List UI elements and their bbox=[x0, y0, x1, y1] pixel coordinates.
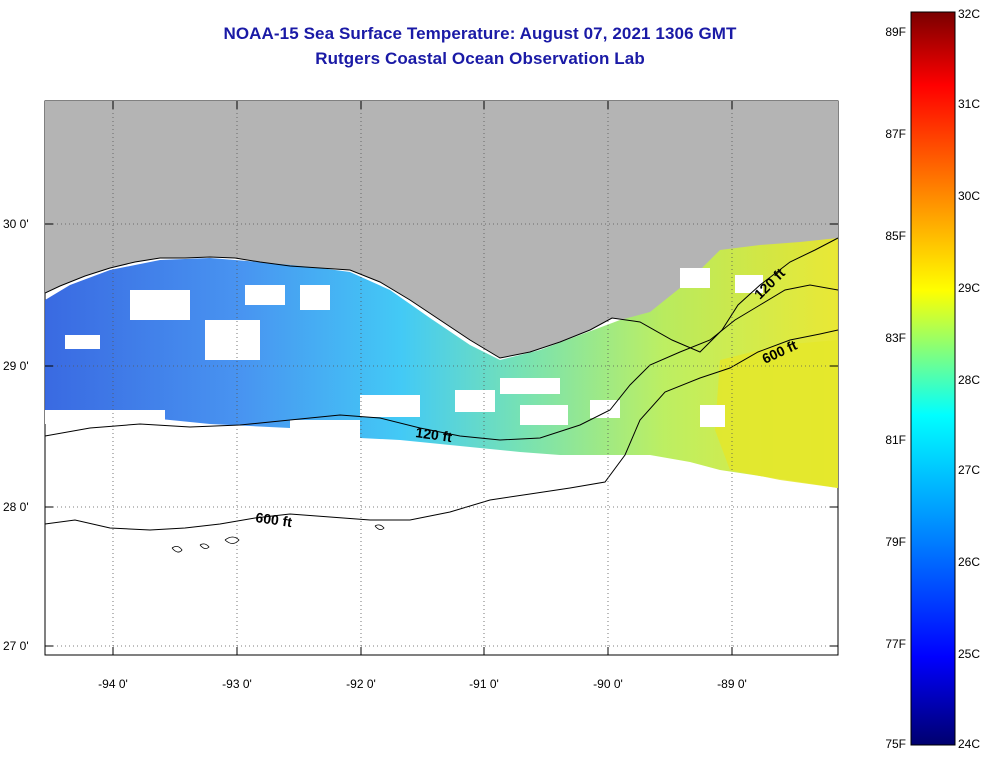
lat-label-29: 29 0' bbox=[3, 359, 29, 373]
warm-patch bbox=[715, 340, 838, 488]
seafloor-knolls bbox=[171, 524, 385, 553]
contour-600ft bbox=[45, 329, 838, 531]
cb-label-29c: 29C bbox=[958, 281, 980, 295]
contour-label-600ft-west: 600 ft bbox=[255, 509, 294, 530]
cb-label-31c: 31C bbox=[958, 97, 980, 111]
cb-label-89f: 89F bbox=[885, 25, 906, 39]
lon-label-91: -91 0' bbox=[469, 677, 499, 691]
cb-label-32c: 32C bbox=[958, 7, 980, 21]
cb-label-75f: 75F bbox=[885, 737, 906, 751]
cb-label-30c: 30C bbox=[958, 189, 980, 203]
lon-label-92: -92 0' bbox=[346, 677, 376, 691]
colorbar-fahrenheit-labels: 89F 87F 85F 83F 81F 79F 77F 75F bbox=[885, 25, 906, 751]
cb-label-24c: 24C bbox=[958, 737, 980, 751]
graticule bbox=[45, 101, 838, 655]
cloud-gaps bbox=[45, 268, 763, 438]
lat-label-28: 28 0' bbox=[3, 500, 29, 514]
cb-label-87f: 87F bbox=[885, 127, 906, 141]
cb-label-77f: 77F bbox=[885, 637, 906, 651]
lon-label-90: -90 0' bbox=[593, 677, 623, 691]
cb-label-25c: 25C bbox=[958, 647, 980, 661]
colorbar-celsius-labels: 32C 31C 30C 29C 28C 27C 26C 25C 24C bbox=[958, 7, 980, 751]
sst-coverage bbox=[45, 238, 838, 488]
cb-label-81f: 81F bbox=[885, 433, 906, 447]
axis-ticks bbox=[45, 101, 838, 655]
cb-label-28c: 28C bbox=[958, 373, 980, 387]
lat-label-30: 30 0' bbox=[3, 217, 29, 231]
map-subtitle: Rutgers Coastal Ocean Observation Lab bbox=[315, 49, 645, 68]
cb-label-85f: 85F bbox=[885, 229, 906, 243]
cb-label-26c: 26C bbox=[958, 555, 980, 569]
cb-label-83f: 83F bbox=[885, 331, 906, 345]
contour-120ft bbox=[45, 284, 838, 441]
cb-label-27c: 27C bbox=[958, 463, 980, 477]
lat-label-27: 27 0' bbox=[3, 639, 29, 653]
lon-label-93: -93 0' bbox=[222, 677, 252, 691]
cb-label-79f: 79F bbox=[885, 535, 906, 549]
colorbar bbox=[910, 11, 956, 746]
map-title: NOAA-15 Sea Surface Temperature: August … bbox=[223, 24, 737, 43]
land-mass bbox=[45, 101, 838, 358]
contour-label-120ft-south: 120 ft bbox=[415, 424, 454, 445]
lon-label-94: -94 0' bbox=[98, 677, 128, 691]
lon-label-89: -89 0' bbox=[717, 677, 747, 691]
